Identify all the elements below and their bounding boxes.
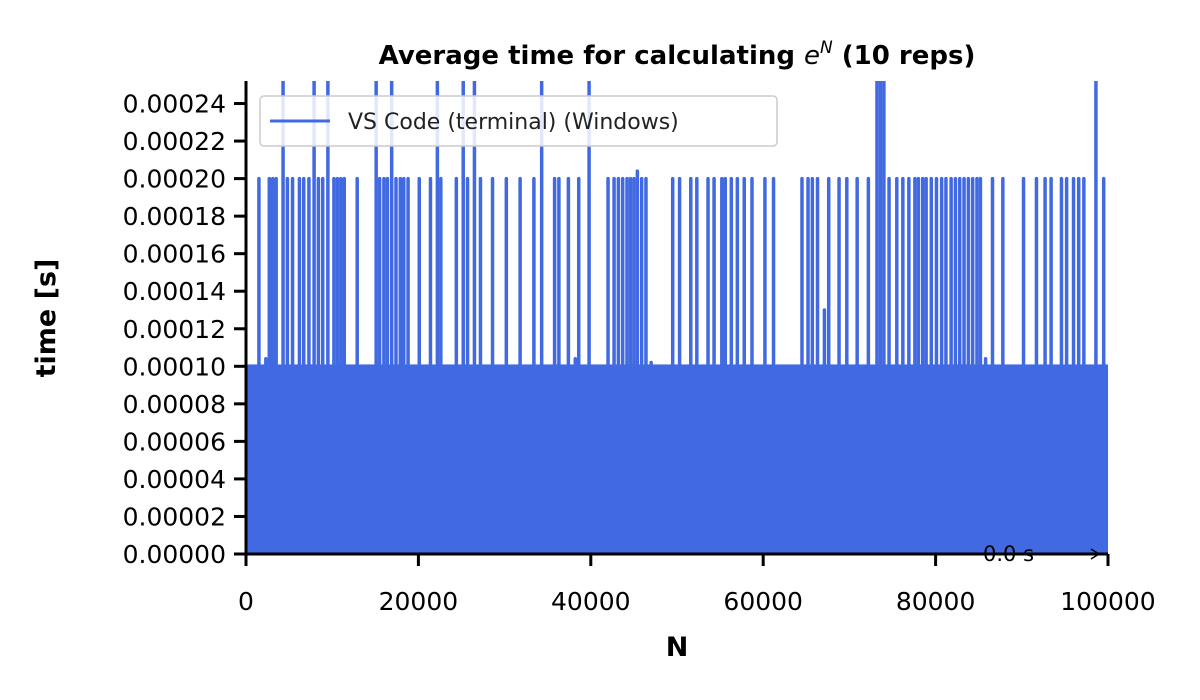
y-tick-label: 0.00014 [123,277,226,306]
chart-title: Average time for calculating eN (10 reps… [379,38,976,71]
x-tick-label: 80000 [896,587,976,616]
annotation-arrow-head [1090,548,1101,560]
y-ticks: 0.00000 0.00002 0.00004 0.00006 0.00008 0.000… [123,90,246,569]
y-tick-label: 0.00012 [123,315,226,344]
y-axis-label: time [s] [31,259,62,378]
title-suffix: (10 reps) [833,41,976,71]
legend-label: VS Code (terminal) (Windows) [348,110,679,135]
x-tick-label: 20000 [379,587,459,616]
y-tick-label: 0.00018 [123,202,226,231]
x-tick-label: 0 [238,587,254,616]
series-layer [246,81,1108,554]
title-sup: N [820,38,833,58]
y-tick-label: 0.00008 [123,390,226,419]
y-tick-label: 0.00010 [123,352,226,381]
x-tick-label: 60000 [723,587,803,616]
axes: 0.00000 0.00002 0.00004 0.00006 0.00008 0.000… [123,81,1156,616]
x-tick-label: 100000 [1060,587,1155,616]
title-prefix: Average time for calculating [379,41,804,71]
y-tick-label: 0.00004 [123,465,226,494]
y-tick-label: 0.00024 [123,90,226,119]
legend-box [259,95,778,147]
y-tick-label: 0.00016 [123,240,226,269]
x-ticks: 0 20000 40000 60000 80000 100000 [238,554,1156,616]
y-tick-label: 0.00002 [123,502,226,531]
y-tick-label: 0.00020 [123,165,226,194]
y-tick-label: 0.00000 [123,540,226,569]
x-axis-label: N [666,632,689,663]
y-tick-label: 0.00006 [123,427,226,456]
plot-area [246,81,1108,554]
legend: VS Code (terminal) (Windows) [259,95,778,147]
annotation-text: 0.0 s [983,542,1034,566]
annotation: 0.0 s [983,542,1101,566]
title-base: e [804,41,820,71]
series-dense-band [246,364,1108,554]
y-tick-label: 0.00022 [123,127,226,156]
x-tick-label: 40000 [551,587,631,616]
